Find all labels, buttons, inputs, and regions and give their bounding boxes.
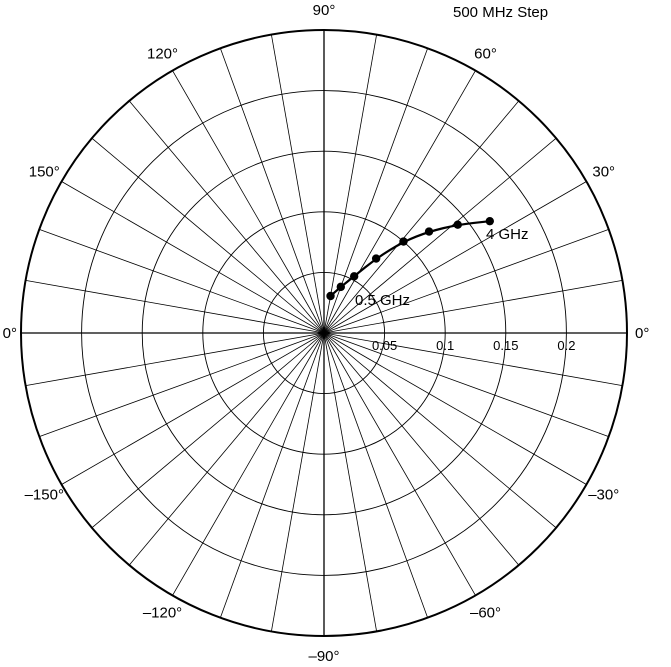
spoke-120 <box>172 70 325 334</box>
radial-tick-label: 0.15 <box>493 338 518 353</box>
annotation-4-ghz: 4 GHz <box>486 226 529 243</box>
angle-label: 150° <box>29 164 60 181</box>
angle-label: –120° <box>143 605 182 622</box>
spoke-20 <box>323 228 609 334</box>
spoke-310 <box>323 332 520 566</box>
spoke-340 <box>323 332 609 438</box>
radial-tick-label: 0.1 <box>436 338 454 353</box>
spoke-10 <box>323 279 623 334</box>
angle-label: –150° <box>25 487 64 504</box>
data-point-0 <box>326 291 335 301</box>
spoke-40 <box>323 137 557 334</box>
outer-ring <box>20 29 628 637</box>
spoke-330 <box>323 332 587 485</box>
spoke-130 <box>128 100 325 334</box>
spoke-110 <box>219 48 325 334</box>
spoke-190 <box>25 332 325 387</box>
spoke-210 <box>61 332 325 485</box>
data-point-5 <box>424 227 434 236</box>
spoke-290 <box>323 332 429 618</box>
radial-tick-label: 0.2 <box>557 338 575 353</box>
angle-label: 90° <box>313 2 336 19</box>
radial-tick-label: 0.05 <box>372 338 397 353</box>
angle-label: 120° <box>147 45 178 62</box>
spoke-300 <box>323 332 476 596</box>
spoke-80 <box>323 34 378 334</box>
spoke-240 <box>172 332 325 596</box>
angle-label: –60° <box>470 605 501 622</box>
angle-label: 30° <box>592 164 615 181</box>
data-point-4 <box>399 237 408 246</box>
spoke-160 <box>39 228 325 334</box>
spoke-350 <box>323 332 623 387</box>
spoke-100 <box>270 34 325 334</box>
data-point-6 <box>453 220 462 229</box>
spoke-170 <box>25 279 325 334</box>
angle-label: 0° <box>635 325 649 342</box>
data-point-3 <box>371 254 381 263</box>
data-point-2 <box>349 272 359 281</box>
ring-3 <box>81 90 567 576</box>
spoke-30 <box>323 181 587 334</box>
spoke-60 <box>323 70 476 334</box>
spoke-320 <box>323 332 557 529</box>
spoke-150 <box>61 181 325 334</box>
spoke-260 <box>270 332 325 632</box>
angle-label: 60° <box>474 45 497 62</box>
ring-1 <box>202 211 446 455</box>
data-series <box>326 216 494 301</box>
spoke-280 <box>323 332 378 632</box>
angle-label: –30° <box>588 487 619 504</box>
polar-grid <box>20 29 628 637</box>
series-line <box>329 220 490 297</box>
data-point-1 <box>336 282 345 292</box>
spoke-140 <box>91 137 325 334</box>
spoke-200 <box>39 332 325 438</box>
spoke-50 <box>323 100 520 334</box>
angle-label: –90° <box>308 648 339 665</box>
step-label: 500 MHz Step <box>453 4 548 21</box>
data-point-7 <box>485 216 494 226</box>
annotation-0-5-ghz: 0.5 GHz <box>355 292 410 309</box>
ring-0 <box>262 271 386 395</box>
spoke-230 <box>128 332 325 566</box>
angle-label: 0° <box>3 325 17 342</box>
spoke-220 <box>91 332 325 529</box>
spoke-250 <box>219 332 325 618</box>
ring-2 <box>141 150 507 516</box>
axis-labels: 0.05 0.1 0.15 0.2 90° 60° 120° 30° 150° 0° 0° –30° –… <box>3 2 650 665</box>
